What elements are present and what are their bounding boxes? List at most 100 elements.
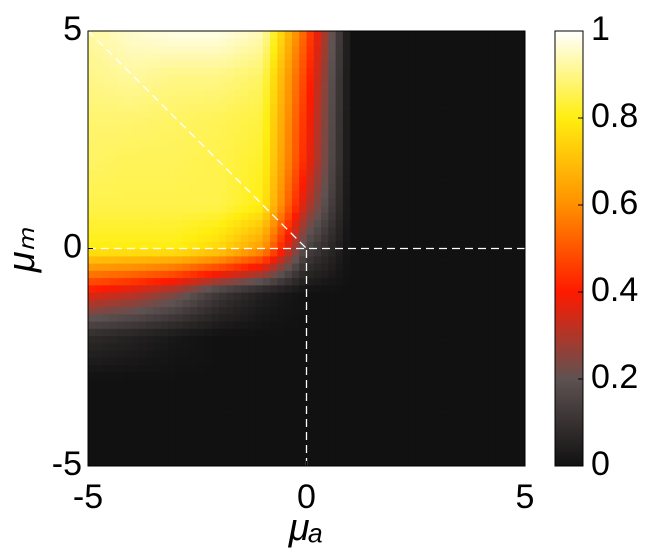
contour-cell bbox=[284, 219, 293, 228]
contour-cell bbox=[189, 219, 198, 228]
contour-cell bbox=[350, 284, 359, 293]
contour-cell bbox=[306, 451, 315, 460]
contour-cell bbox=[131, 342, 140, 351]
contour-cell bbox=[430, 125, 439, 134]
contour-cell bbox=[153, 321, 162, 329]
contour-cell bbox=[146, 313, 155, 322]
contour-cell bbox=[517, 103, 525, 112]
contour-cell bbox=[444, 321, 453, 329]
contour-cell bbox=[117, 284, 126, 293]
contour-cell bbox=[189, 103, 198, 112]
contour-cell bbox=[211, 67, 220, 76]
contour-cell bbox=[277, 350, 286, 358]
contour-cell bbox=[364, 357, 373, 366]
contour-cell bbox=[160, 277, 169, 286]
contour-cell bbox=[153, 52, 162, 61]
contour-cell bbox=[415, 321, 424, 329]
contour-cell bbox=[270, 444, 278, 453]
contour-cell bbox=[189, 197, 198, 206]
contour-cell bbox=[284, 139, 293, 148]
contour-cell bbox=[182, 125, 191, 134]
contour-cell bbox=[109, 313, 118, 322]
contour-cell bbox=[357, 60, 366, 68]
contour-cell bbox=[262, 74, 271, 83]
contour-cell bbox=[495, 118, 504, 126]
contour-cell bbox=[423, 400, 431, 409]
contour-cell bbox=[175, 350, 184, 358]
contour-cell bbox=[350, 415, 359, 424]
contour-cell bbox=[488, 110, 497, 119]
contour-cell bbox=[495, 183, 504, 192]
contour-cell bbox=[138, 270, 147, 279]
contour-cell bbox=[197, 147, 206, 155]
contour-cell bbox=[233, 226, 242, 235]
contour-cell bbox=[153, 263, 162, 271]
contour-cell bbox=[517, 219, 525, 228]
contour-cell bbox=[328, 400, 337, 409]
contour-cell bbox=[175, 219, 184, 228]
contour-cell bbox=[517, 335, 525, 344]
contour-cell bbox=[488, 139, 497, 148]
contour-cell bbox=[466, 393, 475, 402]
contour-cell bbox=[211, 422, 220, 431]
contour-cell bbox=[393, 241, 402, 250]
contour-cell bbox=[459, 451, 468, 460]
contour-cell bbox=[95, 132, 104, 141]
contour-cell bbox=[175, 52, 184, 61]
contour-cell bbox=[88, 255, 96, 264]
contour-cell bbox=[204, 139, 213, 148]
contour-cell bbox=[219, 45, 227, 54]
contour-cell bbox=[393, 263, 402, 271]
contour-cell bbox=[306, 139, 315, 148]
contour-cell bbox=[444, 226, 453, 235]
contour-cell bbox=[255, 147, 264, 155]
contour-cell bbox=[386, 118, 395, 126]
contour-cell bbox=[124, 226, 133, 235]
contour-cell bbox=[342, 81, 351, 90]
contour-cell bbox=[153, 89, 162, 97]
contour-cell bbox=[342, 342, 351, 351]
contour-cell bbox=[168, 67, 176, 76]
contour-cell bbox=[146, 67, 155, 76]
contour-cell bbox=[488, 125, 497, 134]
contour-cell bbox=[452, 176, 461, 184]
contour-cell bbox=[88, 451, 96, 460]
contour-cell bbox=[488, 263, 497, 271]
contour-cell bbox=[277, 342, 286, 351]
contour-cell bbox=[226, 458, 235, 466]
contour-cell bbox=[364, 38, 373, 47]
contour-cell bbox=[393, 212, 402, 221]
contour-cell bbox=[248, 306, 257, 315]
contour-cell bbox=[277, 255, 286, 264]
contour-cell bbox=[109, 205, 118, 213]
contour-cell bbox=[197, 408, 206, 416]
contour-cell bbox=[262, 371, 271, 380]
contour-cell bbox=[175, 364, 184, 373]
contour-cell bbox=[495, 190, 504, 199]
contour-cell bbox=[335, 183, 344, 192]
contour-cell bbox=[255, 342, 264, 351]
contour-cell bbox=[255, 52, 264, 61]
contour-cell bbox=[197, 284, 206, 293]
contour-cell bbox=[430, 321, 439, 329]
contour-cell bbox=[138, 437, 147, 445]
contour-cell bbox=[350, 263, 359, 271]
contour-cell bbox=[474, 234, 482, 242]
contour-cell bbox=[131, 328, 140, 337]
contour-cell bbox=[474, 89, 482, 97]
contour-cell bbox=[189, 408, 198, 416]
contour-cell bbox=[277, 321, 286, 329]
contour-cell bbox=[240, 60, 249, 68]
contour-cell bbox=[379, 248, 388, 257]
contour-cell bbox=[153, 422, 162, 431]
contour-cell bbox=[109, 328, 118, 337]
contour-cell bbox=[131, 81, 140, 90]
contour-cell bbox=[503, 350, 512, 358]
contour-cell bbox=[270, 292, 278, 300]
contour-cell bbox=[306, 147, 315, 155]
contour-cell bbox=[248, 444, 257, 453]
contour-cell bbox=[408, 429, 417, 438]
contour-cell bbox=[437, 52, 446, 61]
contour-cell bbox=[423, 429, 431, 438]
contour-cell bbox=[393, 437, 402, 445]
